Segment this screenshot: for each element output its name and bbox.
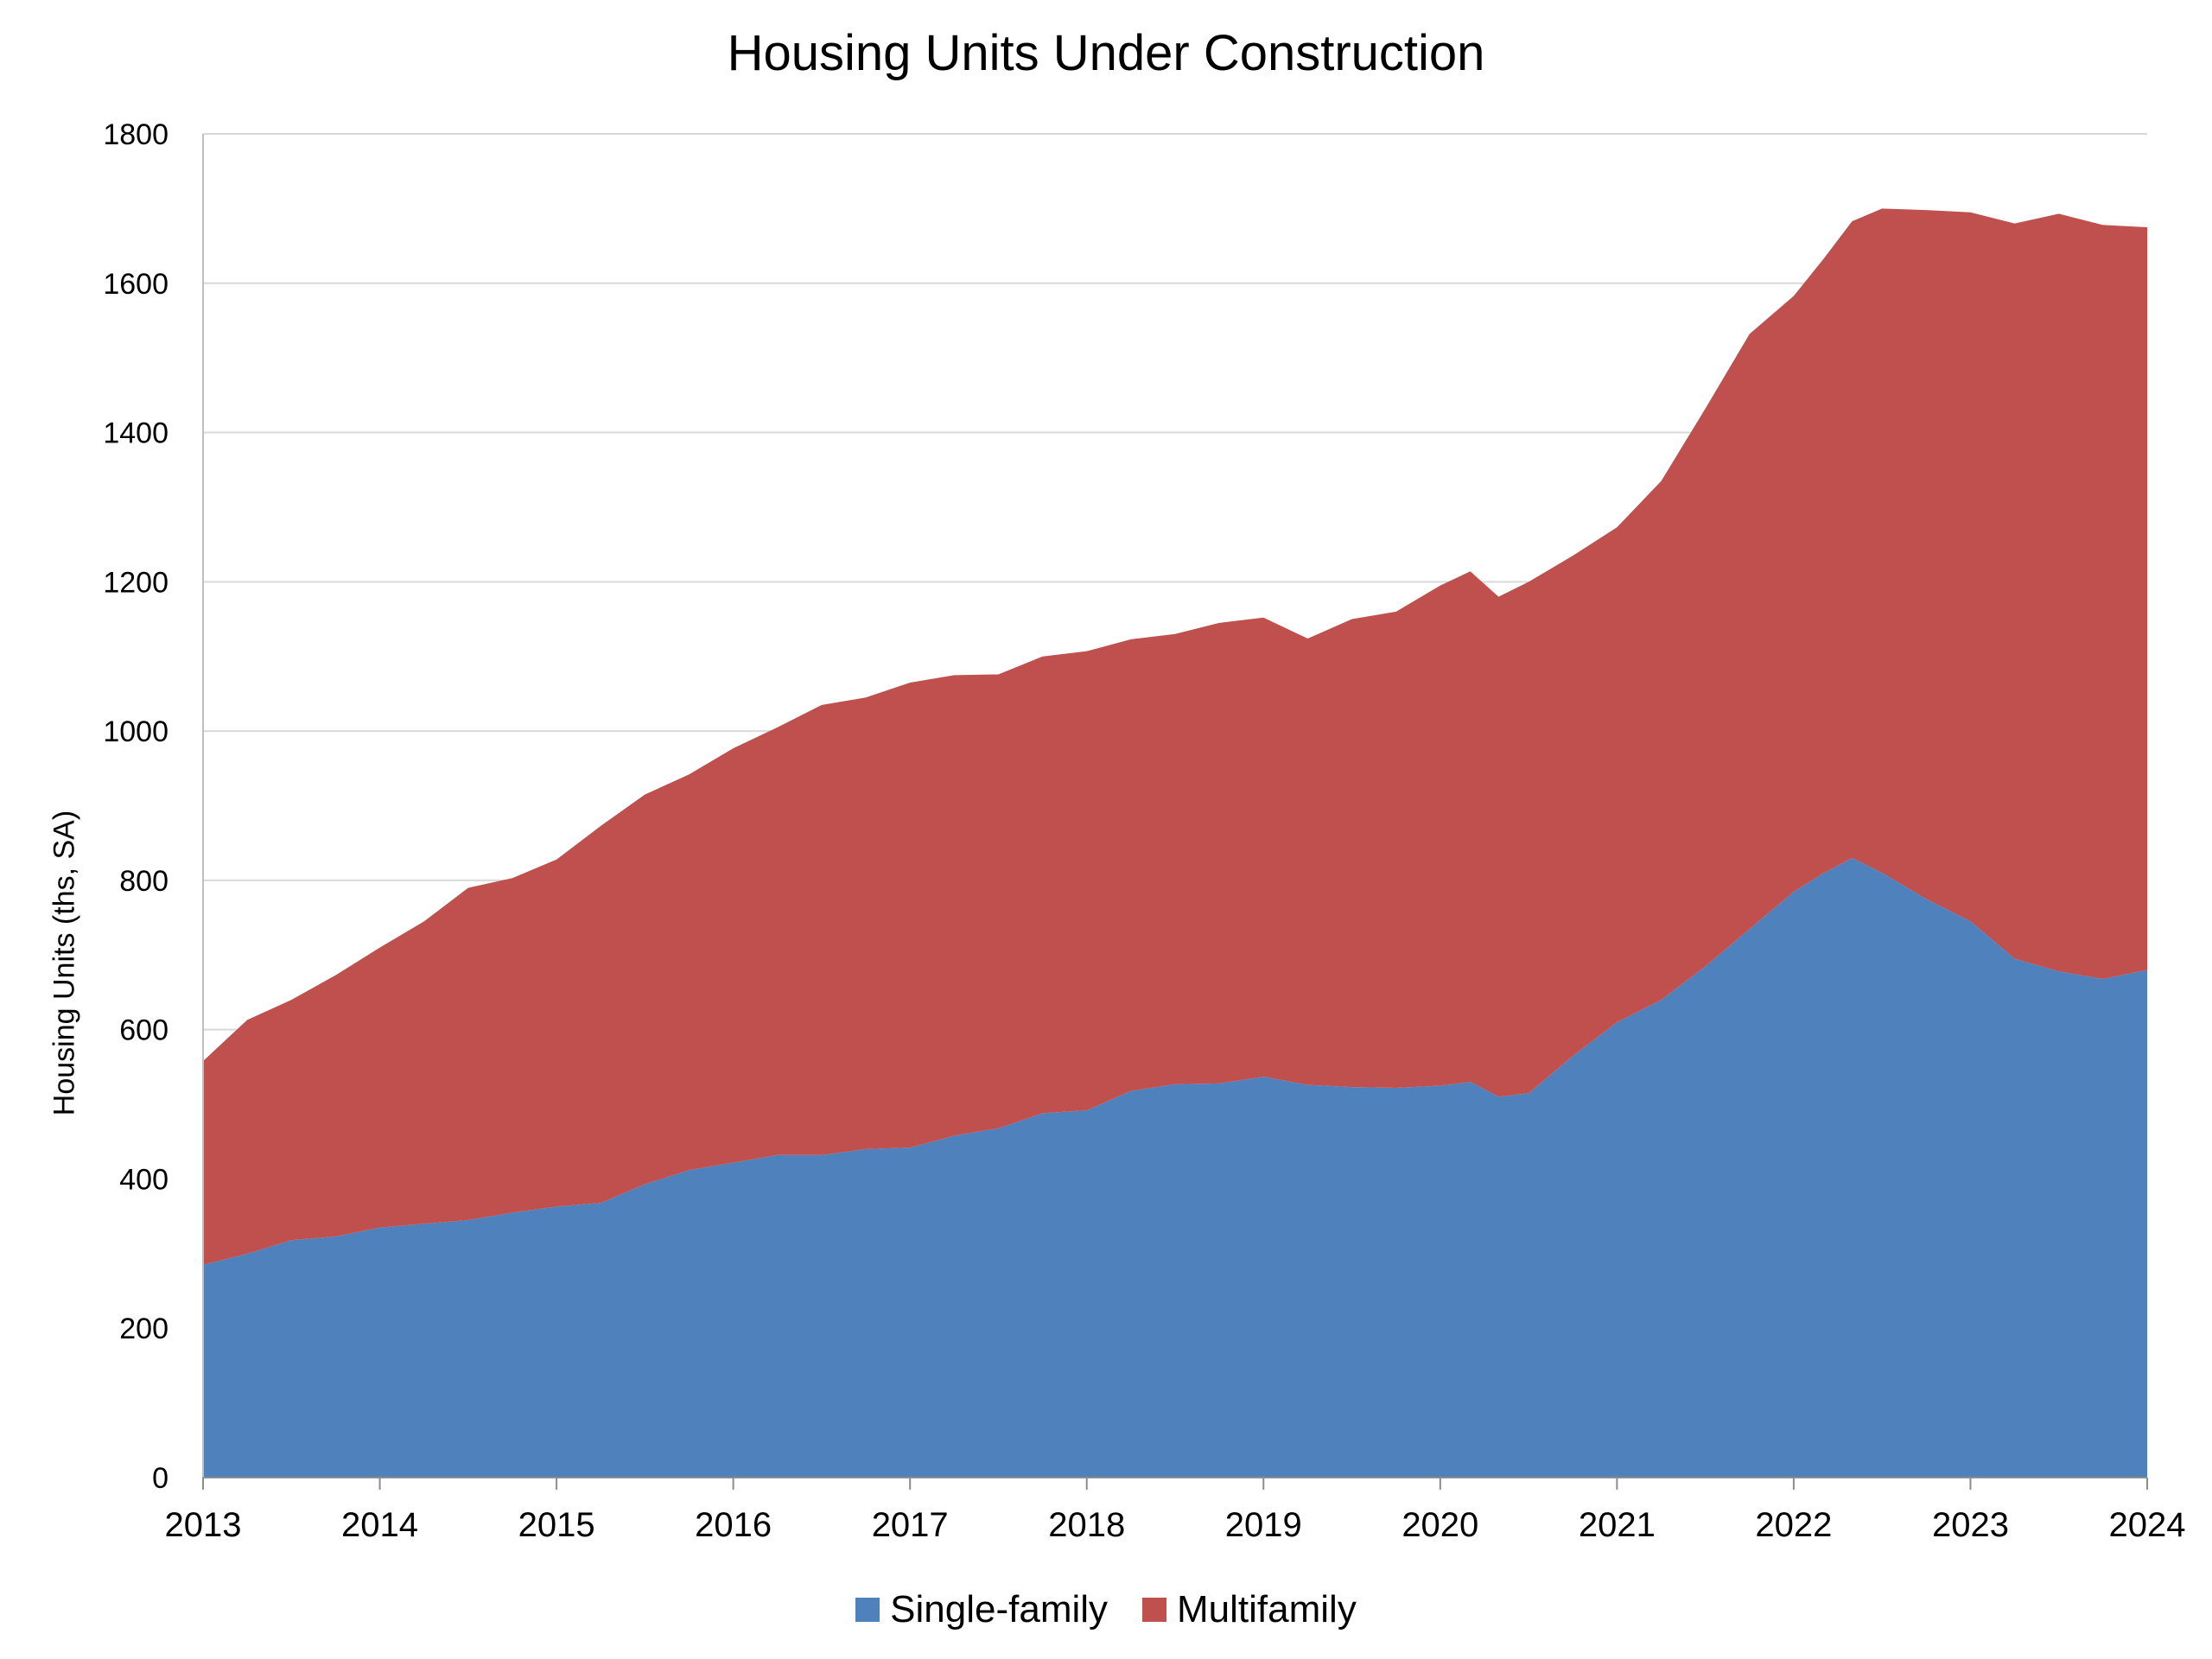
x-tick-2018: 2018 xyxy=(1048,1506,1125,1544)
legend-label-single-family: Single-family xyxy=(890,1588,1109,1630)
x-tick-2016: 2016 xyxy=(695,1506,772,1544)
chart-title: Housing Units Under Construction xyxy=(727,25,1485,81)
axes xyxy=(202,134,2148,1490)
x-tick-2021: 2021 xyxy=(1579,1506,1656,1544)
x-tick-2013: 2013 xyxy=(165,1506,242,1544)
y-tick-200: 200 xyxy=(119,1313,168,1345)
area-multifamily xyxy=(203,208,2147,1265)
legend-label-multifamily: Multifamily xyxy=(1177,1588,1357,1630)
x-tick-2017: 2017 xyxy=(872,1506,949,1544)
x-tick-2024: 2024 xyxy=(2109,1506,2186,1544)
areas-group xyxy=(203,208,2147,1478)
y-tick-400: 400 xyxy=(119,1163,168,1196)
legend-item-multifamily: Multifamily xyxy=(1142,1588,1357,1631)
y-tick-0: 0 xyxy=(152,1462,168,1495)
x-tick-2020: 2020 xyxy=(1402,1506,1478,1544)
x-tick-labels: 2013 2014 2015 2016 2017 2018 2019 2020 2021 2022… xyxy=(165,1506,2186,1544)
x-tick-2022: 2022 xyxy=(1755,1506,1832,1544)
legend-swatch-multifamily xyxy=(1142,1598,1167,1622)
legend-swatch-single-family xyxy=(855,1598,880,1622)
legend: Single-family Multifamily xyxy=(0,1588,2212,1631)
y-tick-labels: 0 200 400 600 800 1000 1200 1400 1600 1800 xyxy=(103,118,168,1495)
y-tick-1600: 1600 xyxy=(103,268,168,301)
area-single-family xyxy=(203,857,2147,1478)
legend-item-single-family: Single-family xyxy=(855,1588,1108,1631)
y-tick-800: 800 xyxy=(119,865,168,898)
y-axis-label: Housing Units (ths, SA) xyxy=(48,810,81,1116)
x-tick-2023: 2023 xyxy=(1932,1506,2009,1544)
y-tick-600: 600 xyxy=(119,1014,168,1047)
y-tick-1000: 1000 xyxy=(103,715,168,748)
y-tick-1800: 1800 xyxy=(103,118,168,151)
y-tick-1200: 1200 xyxy=(103,566,168,599)
x-tick-2014: 2014 xyxy=(341,1506,418,1544)
x-tick-2019: 2019 xyxy=(1225,1506,1302,1544)
y-tick-1400: 1400 xyxy=(103,417,168,450)
x-tick-2015: 2015 xyxy=(518,1506,595,1544)
